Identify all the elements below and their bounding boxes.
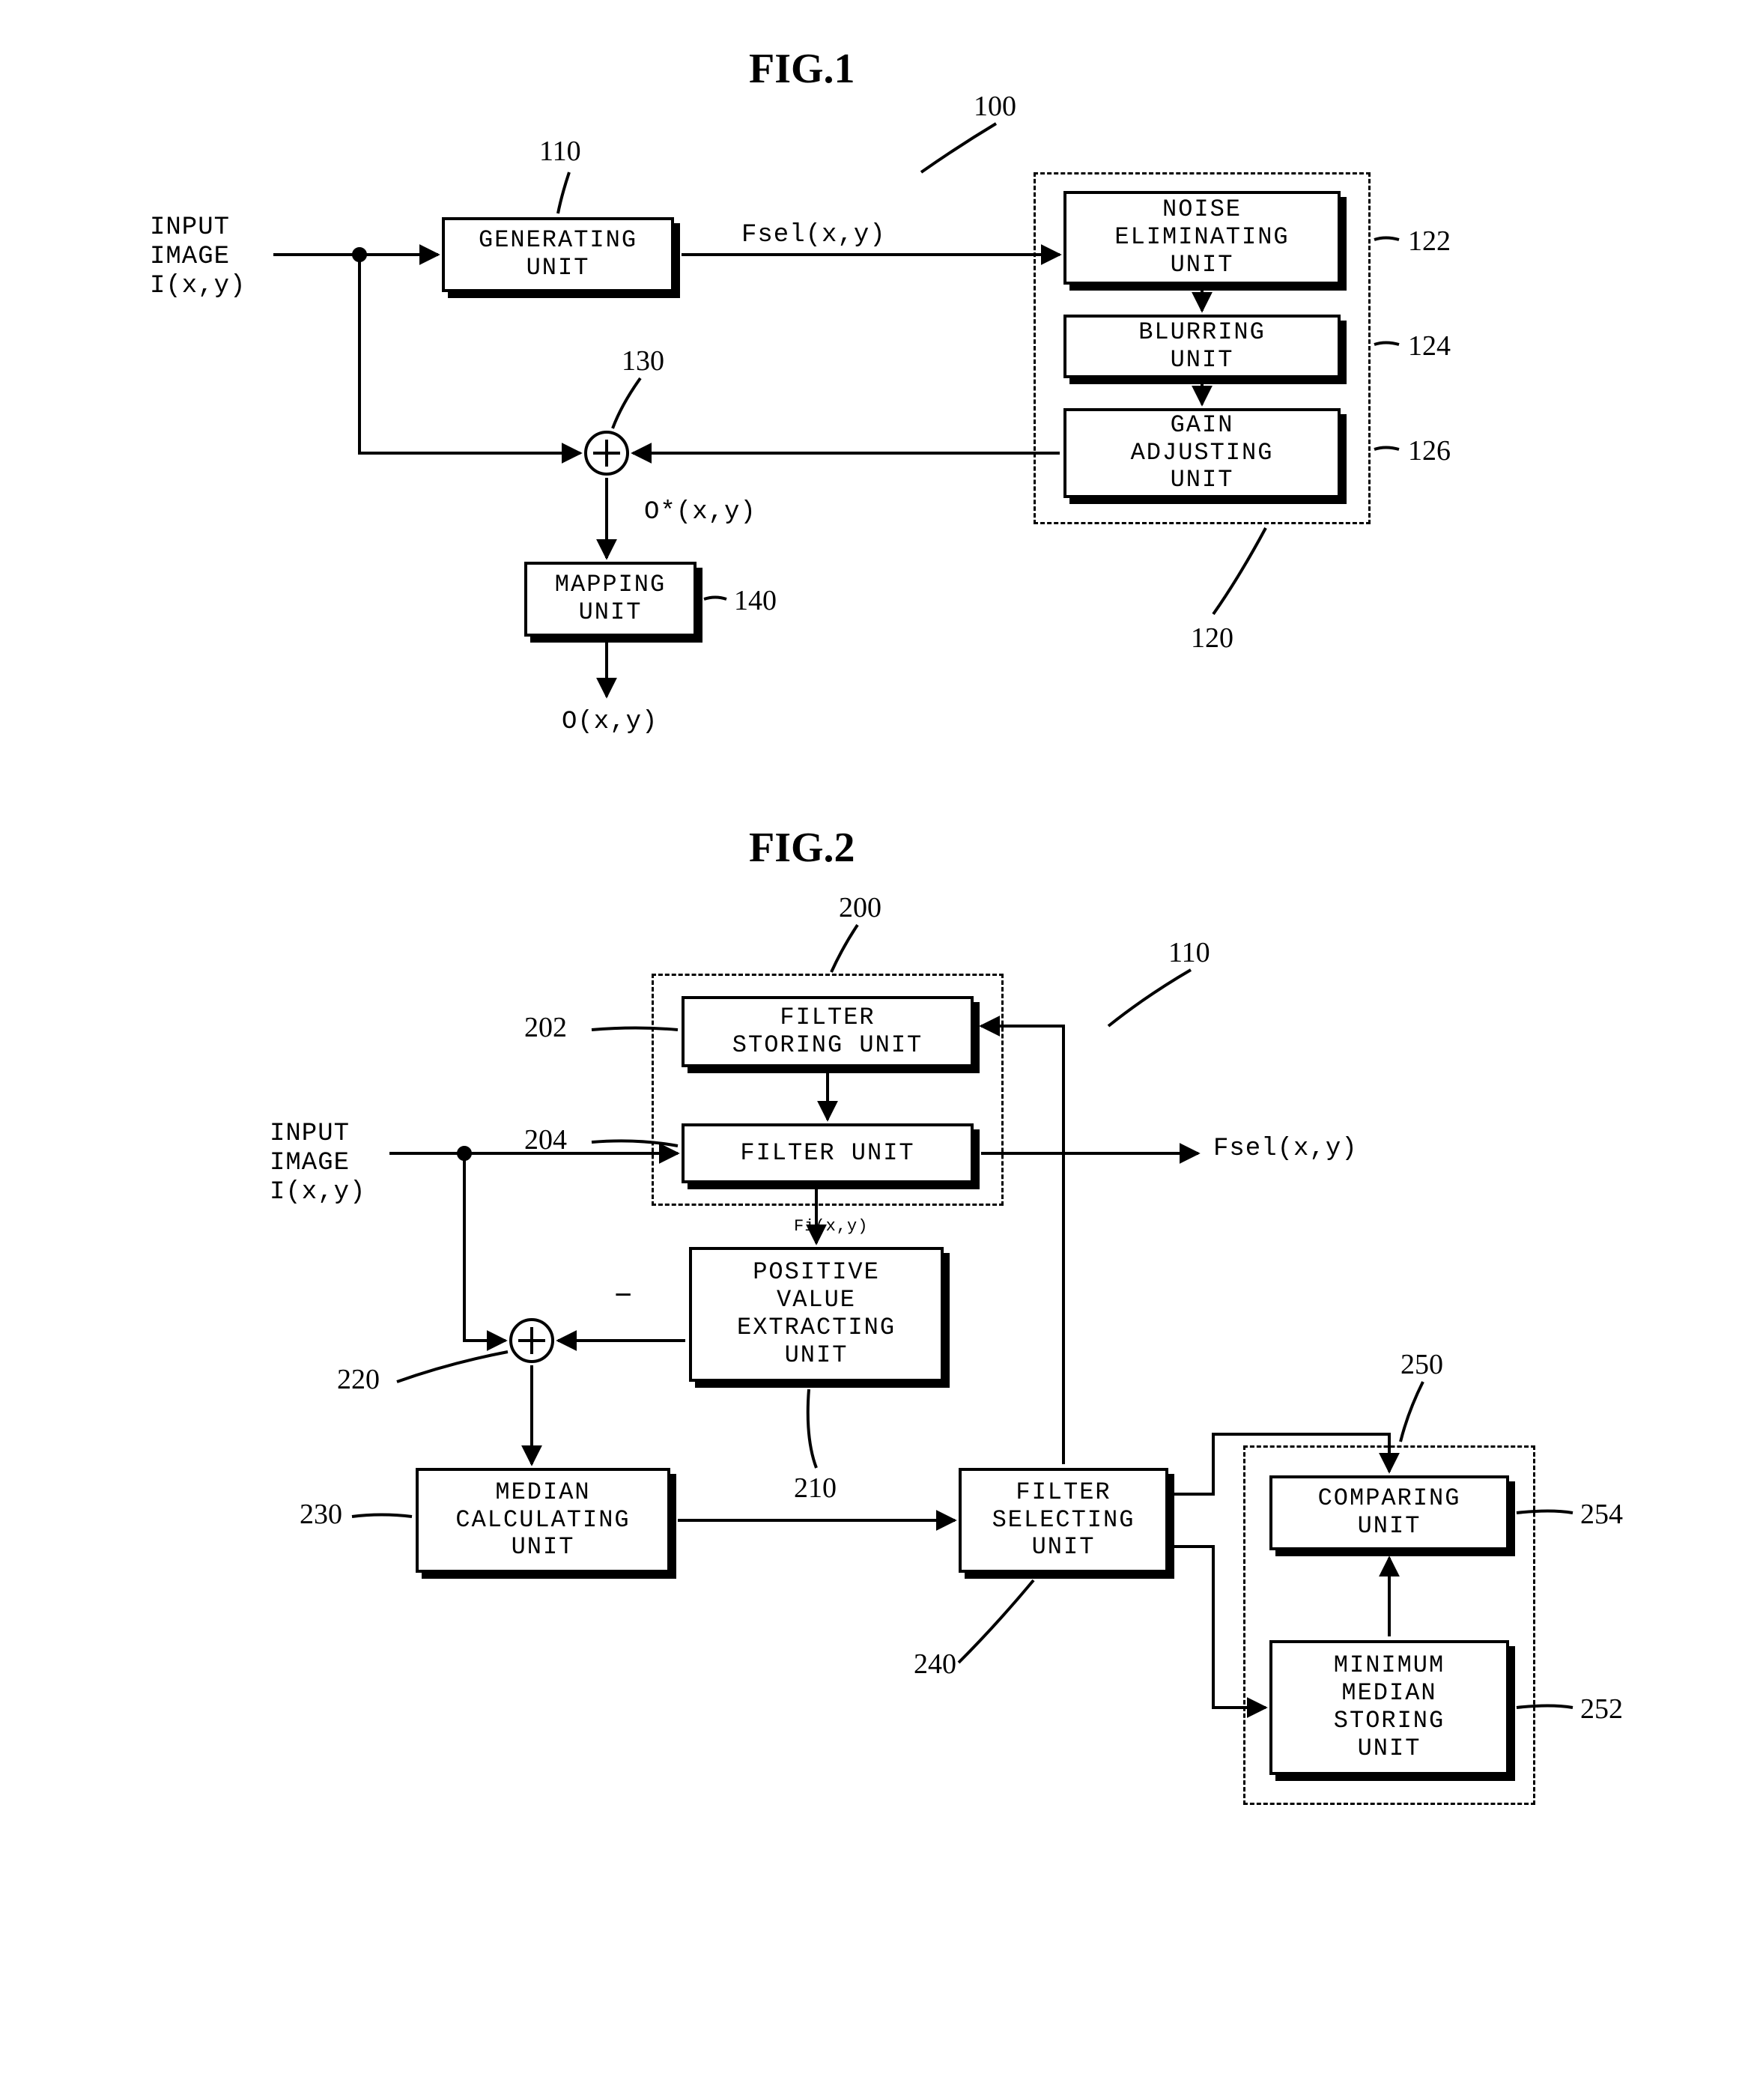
fig1-summer xyxy=(584,431,629,476)
noise-eliminating-block: NOISE ELIMINATING UNIT xyxy=(1063,191,1341,285)
positive-text: POSITIVE VALUE EXTRACTING UNIT xyxy=(737,1259,896,1369)
fig2-summer xyxy=(509,1318,554,1363)
fig2-group-250-ref: 250 xyxy=(1400,1348,1443,1381)
min-median-block: MINIMUM MEDIAN STORING UNIT xyxy=(1269,1640,1509,1775)
positive-block: POSITIVE VALUE EXTRACTING UNIT xyxy=(689,1247,944,1382)
fig2-fi-label: Fi(x,y) xyxy=(794,1217,868,1236)
gain-adjusting-block: GAIN ADJUSTING UNIT xyxy=(1063,408,1341,498)
fig2-ref-main: 110 xyxy=(1168,936,1210,969)
mapping-unit-ref: 140 xyxy=(734,584,777,617)
filter-unit-block: FILTER UNIT xyxy=(682,1123,974,1183)
fig1-summer-ref: 130 xyxy=(622,345,664,377)
filter-storing-ref: 202 xyxy=(524,1011,567,1044)
generating-unit-block: GENERATING UNIT xyxy=(442,217,674,292)
median-block: MEDIAN CALCULATING UNIT xyxy=(416,1468,670,1573)
fig2-ref-200: 200 xyxy=(839,891,881,924)
mapping-unit-block: MAPPING UNIT xyxy=(524,562,697,637)
fig1-ostar: O*(x,y) xyxy=(644,498,756,527)
noise-eliminating-ref: 122 xyxy=(1408,225,1451,258)
generating-unit-ref: 110 xyxy=(539,135,581,168)
median-text: MEDIAN CALCULATING UNIT xyxy=(455,1479,630,1562)
generating-unit-text: GENERATING UNIT xyxy=(479,227,637,282)
mapping-unit-text: MAPPING UNIT xyxy=(555,571,666,627)
fig2-minus: − xyxy=(614,1281,633,1315)
fig1-ref-main: 100 xyxy=(974,90,1016,123)
blurring-block: BLURRING UNIT xyxy=(1063,315,1341,378)
comparing-block: COMPARING UNIT xyxy=(1269,1475,1509,1550)
filter-storing-block: FILTER STORING UNIT xyxy=(682,996,974,1067)
fig1-fsel-label: Fsel(x,y) xyxy=(741,221,886,250)
fig1-group-120-ref: 120 xyxy=(1191,622,1233,655)
min-median-ref: 252 xyxy=(1580,1693,1623,1726)
filter-selecting-text: FILTER SELECTING UNIT xyxy=(992,1479,1135,1562)
comparing-text: COMPARING UNIT xyxy=(1318,1485,1461,1541)
fig1-title: FIG.1 xyxy=(749,45,855,93)
positive-ref: 210 xyxy=(794,1472,837,1505)
median-ref: 230 xyxy=(300,1498,342,1531)
noise-eliminating-text: NOISE ELIMINATING UNIT xyxy=(1114,196,1289,279)
filter-unit-text: FILTER UNIT xyxy=(740,1140,914,1168)
blurring-ref: 124 xyxy=(1408,330,1451,362)
fig2-fsel-out: Fsel(x,y) xyxy=(1213,1135,1358,1164)
comparing-ref: 254 xyxy=(1580,1498,1623,1531)
fig2-title: FIG.2 xyxy=(749,824,855,872)
fig1-output: O(x,y) xyxy=(562,708,658,737)
fig2-summer-ref: 220 xyxy=(337,1363,380,1396)
fig2-input-label: INPUT IMAGE I(x,y) xyxy=(270,1120,365,1207)
fig1-input-label: INPUT IMAGE I(x,y) xyxy=(150,213,246,301)
gain-adjusting-text: GAIN ADJUSTING UNIT xyxy=(1131,412,1274,494)
gain-adjusting-ref: 126 xyxy=(1408,434,1451,467)
filter-selecting-block: FILTER SELECTING UNIT xyxy=(959,1468,1168,1573)
filter-selecting-ref: 240 xyxy=(914,1648,956,1681)
filter-storing-text: FILTER STORING UNIT xyxy=(732,1004,923,1060)
blurring-text: BLURRING UNIT xyxy=(1138,319,1266,374)
min-median-text: MINIMUM MEDIAN STORING UNIT xyxy=(1334,1652,1445,1762)
filter-unit-ref: 204 xyxy=(524,1123,567,1156)
